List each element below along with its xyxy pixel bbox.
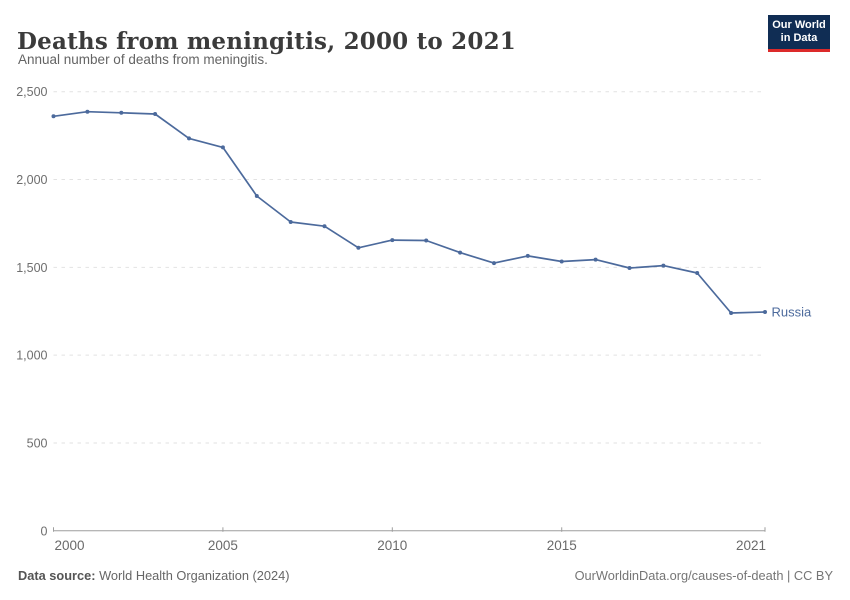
chart-subtitle: Annual number of deaths from meningitis. [18,52,268,67]
data-point-marker[interactable] [627,266,632,270]
x-axis-tick-label: 2005 [208,538,238,553]
owid-logo-line1: Our World [772,19,826,31]
x-axis-tick-label: 2015 [547,538,577,553]
data-point-marker[interactable] [661,263,666,268]
data-point-marker[interactable] [119,110,124,115]
data-point-marker[interactable] [525,253,530,258]
data-point-marker[interactable] [220,145,225,150]
y-axis-tick-label: 0 [41,524,48,538]
data-point-marker[interactable] [254,194,259,198]
y-axis-tick-label: 1,000 [16,349,47,363]
data-source-note: Data source: World Health Organization (… [18,568,289,583]
page-title: Deaths from meningitis, 2000 to 2021 [17,28,516,56]
series-line-russia[interactable] [52,110,766,314]
license-link[interactable]: OurWorldinData.org/causes-of-death | CC … [574,568,833,583]
owid-logo: Our World in Data [768,15,830,52]
data-point-marker[interactable] [492,261,496,266]
x-axis-tick-label: 2021 [736,538,766,553]
y-axis-tick-label: 2,000 [16,173,47,187]
x-axis-tick-label: 2010 [377,538,407,553]
data-point-marker[interactable] [85,109,90,114]
data-point-marker[interactable] [559,259,564,264]
y-axis-labels: 0 500 1,000 1,500 2,000 2,500 [16,85,47,538]
y-gridlines [53,91,765,444]
data-source-label: Data source: [18,568,96,583]
data-point-marker[interactable] [424,238,429,243]
owid-logo-line2: in Data [780,32,818,44]
data-point-marker[interactable] [695,271,700,275]
data-point-marker[interactable] [288,220,293,224]
data-point-marker[interactable] [356,245,361,250]
data-point-marker[interactable] [593,257,598,262]
data-point-marker[interactable] [322,224,327,229]
x-axis-tick-label: 2000 [55,538,85,553]
data-point-marker[interactable] [51,114,56,119]
series-end-label-russia: Russia [772,304,813,319]
data-source-value: World Health Organization (2024) [95,568,290,583]
data-point-marker[interactable] [458,250,463,255]
y-axis-tick-label: 2,500 [16,85,47,99]
y-axis-tick-label: 500 [27,436,48,450]
data-point-marker[interactable] [187,136,191,141]
x-axis-labels: 2000 2005 2010 2015 2021 [53,527,766,553]
data-point-marker[interactable] [729,311,734,315]
y-axis-tick-label: 1,500 [16,261,47,275]
data-point-marker[interactable] [153,112,158,116]
data-point-marker[interactable] [763,310,767,314]
data-point-marker[interactable] [390,238,395,243]
series-markers-russia[interactable] [51,109,768,315]
